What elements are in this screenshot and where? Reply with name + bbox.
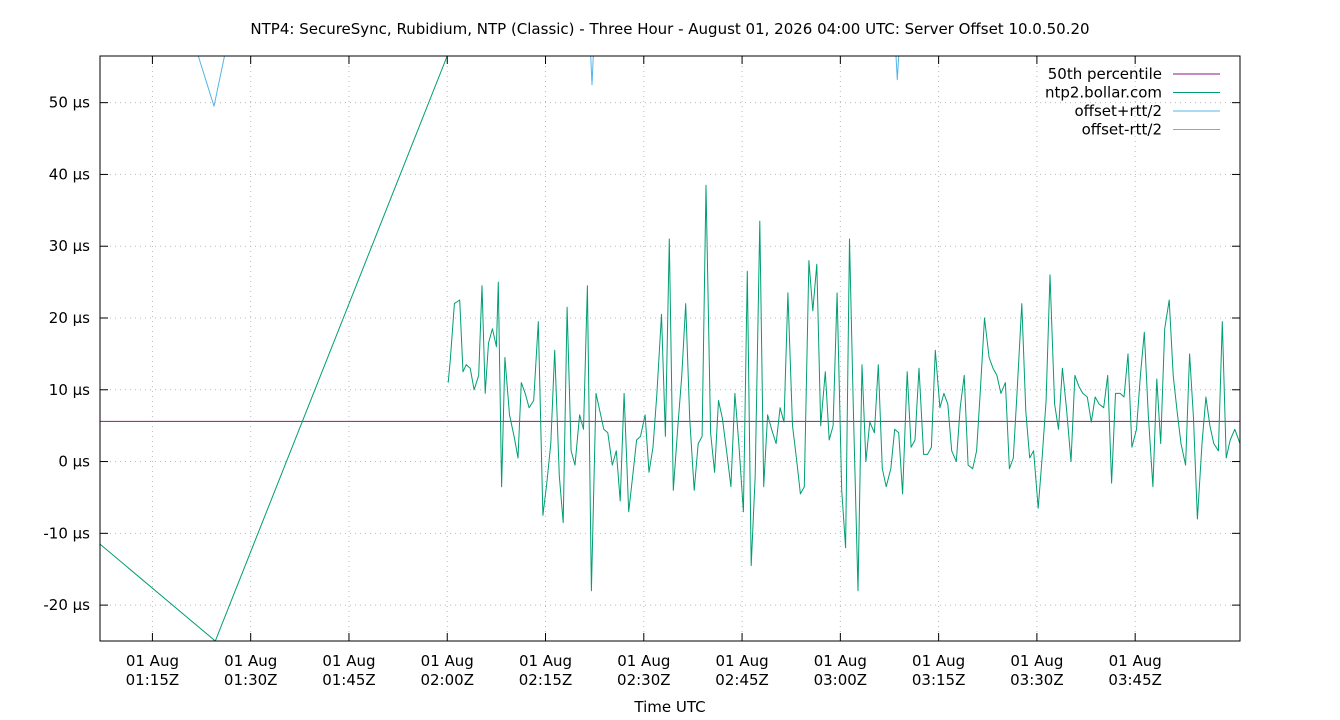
x-tick-label: 01:15Z — [126, 671, 180, 689]
series-line-offset-rtt-2 — [590, 56, 594, 86]
axis-ticks: 50 µs 40 µs 30 µs 20 µs 10 µs 0 µs -10 µs -20 µ… — [43, 56, 1240, 689]
x-tick-label: 01 Aug — [421, 652, 474, 670]
x-tick-label: 01 Aug — [912, 652, 965, 670]
series-line-offset-rtt-2 — [895, 56, 900, 81]
x-tick-label: 02:45Z — [715, 671, 769, 689]
plot-frame — [99, 55, 1241, 642]
x-tick-label: 01 Aug — [126, 652, 179, 670]
series-line-ntp2-bollar-com — [100, 56, 448, 641]
y-tick-label: 0 µs — [58, 453, 90, 471]
x-tick-label: 02:30Z — [617, 671, 671, 689]
x-tick-label: 03:00Z — [814, 671, 868, 689]
x-tick-label: 02:15Z — [519, 671, 573, 689]
x-tick-label: 01 Aug — [519, 652, 572, 670]
x-tick-label: 01 Aug — [1010, 652, 1063, 670]
x-tick-label: 02:00Z — [420, 671, 474, 689]
x-tick-label: 01:30Z — [224, 671, 278, 689]
y-tick-label: 50 µs — [49, 94, 90, 112]
x-tick-label: 01 Aug — [1109, 652, 1162, 670]
y-tick-label: 20 µs — [49, 309, 90, 327]
y-tick-label: 10 µs — [49, 381, 90, 399]
legend-label-offset-rtt-2: offset+rtt/2 — [1074, 102, 1162, 120]
legend-label-50th-percentile: 50th percentile — [1048, 65, 1162, 83]
series-line-offset-rtt-2 — [197, 56, 225, 107]
legend-label-offset-rtt-2: offset-rtt/2 — [1082, 121, 1162, 139]
series-line-ntp2-bollar-com — [447, 184, 1240, 592]
x-tick-label: 01 Aug — [322, 652, 375, 670]
y-tick-label: -20 µs — [43, 596, 90, 614]
y-tick-label: 40 µs — [49, 165, 90, 183]
legend: 50th percentilentp2.bollar.comoffset+rtt… — [1045, 65, 1220, 139]
x-tick-label: 01 Aug — [715, 652, 768, 670]
x-tick-label: 01:45Z — [322, 671, 376, 689]
x-tick-label: 03:30Z — [1010, 671, 1064, 689]
legend-label-ntp2-bollar-com: ntp2.bollar.com — [1045, 84, 1162, 102]
y-tick-label: -10 µs — [43, 524, 90, 542]
y-tick-label: 30 µs — [49, 237, 90, 255]
x-tick-label: 01 Aug — [814, 652, 867, 670]
x-tick-label: 01 Aug — [224, 652, 277, 670]
chart-title: NTP4: SecureSync, Rubidium, NTP (Classic… — [250, 20, 1089, 38]
grid — [100, 56, 1240, 641]
x-tick-label: 03:15Z — [912, 671, 966, 689]
x-tick-label: 03:45Z — [1108, 671, 1162, 689]
x-axis-label: Time UTC — [633, 698, 705, 716]
series-layer — [100, 56, 1240, 641]
x-tick-label: 01 Aug — [617, 652, 670, 670]
